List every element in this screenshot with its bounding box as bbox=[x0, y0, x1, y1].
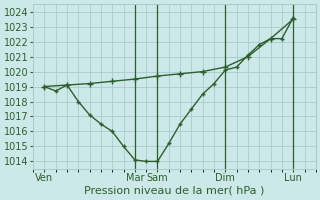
X-axis label: Pression niveau de la mer( hPa ): Pression niveau de la mer( hPa ) bbox=[84, 186, 265, 196]
